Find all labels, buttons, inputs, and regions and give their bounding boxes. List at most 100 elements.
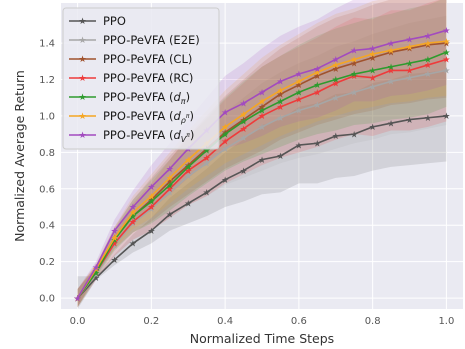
- point-marker: ★: [276, 103, 284, 113]
- confidence-bands: [77, 0, 447, 309]
- point-marker: ★: [405, 67, 413, 77]
- point-marker: ★: [387, 78, 395, 88]
- point-marker: ★: [369, 67, 377, 77]
- point-marker: ★: [387, 67, 395, 77]
- point-marker: ★: [240, 110, 248, 120]
- point-marker: ★: [74, 294, 82, 304]
- point-marker: ★: [442, 112, 450, 122]
- point-marker: ★: [405, 116, 413, 126]
- y-tick-label: 0.2: [39, 257, 55, 268]
- line-series-6: [76, 29, 447, 299]
- point-marker: ★: [240, 125, 248, 135]
- point-marker: ★: [258, 103, 266, 113]
- x-axis-label: Normalized Time Steps: [190, 331, 334, 346]
- y-tick-label: 0.6: [39, 184, 55, 195]
- point-marker: ★: [240, 118, 248, 128]
- point-marker: ★: [350, 70, 358, 80]
- point-marker: ★: [74, 294, 82, 304]
- point-marker: ★: [313, 88, 321, 98]
- point-marker: ★: [332, 76, 340, 86]
- point-marker: ★: [276, 98, 284, 108]
- point-marker: ★: [258, 112, 266, 122]
- point-marker: ★: [405, 59, 413, 69]
- point-marker: ★: [442, 56, 450, 66]
- point-marker: ★: [240, 167, 248, 177]
- point-marker: ★: [129, 218, 137, 228]
- point-marker: ★: [313, 72, 321, 82]
- legend-label-part: V: [181, 135, 187, 144]
- point-marker: ★: [92, 271, 100, 281]
- point-marker: ★: [276, 152, 284, 162]
- point-marker: ★: [276, 87, 284, 97]
- legend-label-part: d: [173, 109, 181, 123]
- legend-label-part: π: [181, 97, 186, 106]
- point-marker: ★: [313, 68, 321, 78]
- point-marker: ★: [166, 174, 174, 184]
- point-marker: ★: [424, 41, 432, 51]
- point-marker: ★: [369, 123, 377, 133]
- point-marker: ★: [369, 74, 377, 84]
- x-tick-label: 0.2: [143, 316, 159, 327]
- x-tick-label: 0.6: [291, 316, 307, 327]
- point-marker: ★: [166, 165, 174, 175]
- point-marker: ★: [240, 99, 248, 109]
- point-marker: ★: [129, 209, 137, 219]
- legend-item: ★ PPO-PeVFA (RC): [69, 71, 193, 85]
- point-marker: ★: [424, 56, 432, 66]
- band-series-0: [77, 70, 447, 309]
- line-series-4: [76, 51, 447, 299]
- point-marker: ★: [129, 240, 137, 250]
- point-marker: ★: [221, 176, 229, 186]
- band-series-6: [77, 0, 447, 308]
- point-marker: ★: [166, 185, 174, 195]
- point-marker: ★: [129, 220, 137, 230]
- point-marker: ★: [405, 43, 413, 53]
- grid-lines: [61, 3, 463, 309]
- legend-item: ★ PPO: [69, 14, 126, 28]
- y-tick-label: 1.2: [39, 75, 55, 86]
- point-marker: ★: [184, 200, 192, 210]
- point-marker: ★: [332, 79, 340, 89]
- point-marker: ★: [276, 90, 284, 100]
- point-marker: ★: [405, 45, 413, 55]
- legend-label-part: π: [186, 132, 190, 139]
- legend-item: ★ PPO-PeVFA (dπ): [69, 90, 190, 106]
- band-series-5: [77, 0, 447, 308]
- y-axis-label: Normalized Average Return: [12, 70, 27, 242]
- point-marker: ★: [110, 227, 118, 237]
- legend-label: PPO-PeVFA (dπ): [103, 90, 190, 106]
- point-marker: ★: [350, 130, 358, 140]
- legend-item: ★ PPO-PeVFA (dVπ): [69, 128, 194, 144]
- legend-swatch-marker: ★: [78, 55, 86, 65]
- point-marker: ★: [369, 50, 377, 60]
- point-marker: ★: [424, 39, 432, 49]
- point-marker: ★: [74, 294, 82, 304]
- point-marker: ★: [166, 210, 174, 220]
- point-marker: ★: [276, 114, 284, 124]
- legend-label-part: PPO-PeVFA (E2E): [103, 33, 200, 47]
- point-marker: ★: [203, 189, 211, 199]
- point-marker: ★: [147, 203, 155, 213]
- y-tick-label: 0.0: [39, 294, 55, 305]
- point-marker: ★: [350, 59, 358, 69]
- legend-label: PPO: [103, 14, 126, 28]
- y-tick-label: 1.4: [39, 39, 55, 50]
- point-marker: ★: [295, 70, 303, 80]
- point-marker: ★: [74, 294, 82, 304]
- point-marker: ★: [240, 134, 248, 144]
- point-marker: ★: [442, 39, 450, 49]
- point-marker: ★: [442, 67, 450, 77]
- line-series-1: [76, 69, 447, 299]
- point-marker: ★: [350, 56, 358, 66]
- point-marker: ★: [369, 45, 377, 55]
- legend-swatch-marker: ★: [78, 74, 86, 84]
- legend-swatch-marker: ★: [78, 93, 86, 103]
- line-series-5: [76, 40, 447, 299]
- legend-label-part: PPO-PeVFA (: [103, 128, 173, 142]
- x-tick-label: 0.0: [70, 316, 86, 327]
- point-marker: ★: [276, 78, 284, 88]
- point-marker: ★: [110, 240, 118, 250]
- point-marker: ★: [332, 61, 340, 71]
